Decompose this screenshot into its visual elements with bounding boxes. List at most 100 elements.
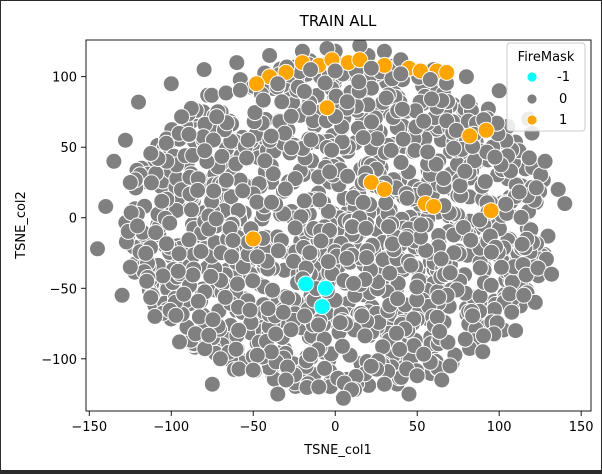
point-class-0 <box>345 275 362 292</box>
point-class-0 <box>189 181 207 199</box>
point-class-0 <box>269 75 287 93</box>
point-class-0 <box>146 308 164 325</box>
point-class-1 <box>362 174 380 191</box>
y-tick-label: 0 <box>69 212 77 227</box>
point-class-0 <box>246 104 264 122</box>
point-class-0 <box>354 129 372 147</box>
point-class-0 <box>323 141 341 159</box>
point-class-0 <box>338 249 356 267</box>
point-class-0 <box>333 337 351 355</box>
point-class-0 <box>375 375 393 393</box>
point-class-0 <box>211 350 229 368</box>
point-class-0 <box>223 248 241 266</box>
x-tick-label: −150 <box>71 420 107 435</box>
point-class-0 <box>482 276 500 294</box>
point-class-0 <box>269 385 287 403</box>
point-class-0 <box>189 292 207 310</box>
point-class-0 <box>276 180 294 198</box>
point-class-0 <box>316 74 334 92</box>
point-class-0 <box>239 131 257 149</box>
point-class-0 <box>497 195 515 213</box>
point-class-0 <box>121 174 139 191</box>
point-class-0 <box>224 232 242 249</box>
y-axis-label: TSNE_col2 <box>14 191 29 260</box>
point-class-0 <box>283 139 300 157</box>
point-class-0 <box>202 267 220 285</box>
point-class-0 <box>147 224 165 242</box>
point-class-0 <box>286 219 304 237</box>
scatter-points <box>89 40 574 407</box>
point-class-1 <box>425 198 443 215</box>
point-class-0 <box>200 326 218 344</box>
point-class-0 <box>154 267 172 285</box>
point-class-0 <box>515 286 533 304</box>
point-class-0 <box>302 61 320 79</box>
point-class-0 <box>459 93 477 111</box>
legend-marker-neg1 <box>526 71 538 83</box>
point-class-0 <box>454 219 472 236</box>
point-class-0 <box>269 242 287 260</box>
point-class-0 <box>398 189 416 207</box>
point-class-0 <box>116 131 134 149</box>
point-class-0 <box>507 322 525 340</box>
point-class-0 <box>358 249 376 267</box>
legend-label-0: 0 <box>559 92 567 107</box>
point-class-0 <box>97 198 115 215</box>
point-class-0 <box>137 244 155 262</box>
point-class-0 <box>451 177 469 195</box>
point-class-0 <box>431 323 449 340</box>
point-class-0 <box>456 330 474 348</box>
point-class-0 <box>153 192 171 210</box>
point-class-0 <box>381 264 399 282</box>
point-class-0 <box>208 108 226 126</box>
point-class-0 <box>389 290 407 308</box>
point-class-0 <box>527 179 545 197</box>
point-class-0 <box>474 343 492 361</box>
point-class-0 <box>421 71 439 88</box>
point-class-0 <box>382 141 400 159</box>
point-class-0 <box>162 75 180 93</box>
point-class-0 <box>503 303 521 321</box>
point-class-0 <box>311 191 328 209</box>
point-class-0 <box>230 321 248 339</box>
point-class-0 <box>512 208 530 226</box>
point-class-0 <box>158 235 175 253</box>
point-class-0 <box>213 147 231 165</box>
point-class-0 <box>441 264 459 282</box>
legend: FireMask -1 0 1 <box>506 42 586 132</box>
point-class-0 <box>248 193 266 211</box>
point-class-0 <box>397 230 415 248</box>
point-class-0 <box>334 389 352 407</box>
point-class-0 <box>394 130 412 148</box>
point-class-0 <box>400 385 418 403</box>
point-class-1 <box>438 63 456 81</box>
point-class-0 <box>312 232 330 250</box>
point-class-0 <box>229 275 246 293</box>
x-tick-label: 0 <box>331 420 339 435</box>
point-class-0 <box>549 181 567 198</box>
legend-title: FireMask <box>518 50 575 65</box>
point-class-0 <box>196 142 214 160</box>
point-class-0 <box>259 300 277 318</box>
x-tick-label: −100 <box>153 420 189 435</box>
point-class-0 <box>339 167 357 185</box>
point-class-0 <box>286 170 304 188</box>
point-class-0 <box>408 278 426 296</box>
point-class-0 <box>279 289 297 307</box>
point-class-0 <box>302 131 320 149</box>
point-class-0 <box>167 306 185 324</box>
point-class-0 <box>282 107 300 125</box>
point-class-0 <box>173 108 191 126</box>
x-axis-ticks: −150 −100 −50 0 50 100 150 <box>71 411 594 435</box>
point-class-0 <box>377 89 395 107</box>
legend-label-1: 1 <box>559 113 567 128</box>
point-class-0 <box>228 54 246 72</box>
point-class-0 <box>263 193 280 211</box>
point-class-0 <box>282 321 300 339</box>
point-class-0 <box>471 259 489 277</box>
point-class-0 <box>374 338 392 356</box>
x-tick-label: 150 <box>569 420 594 435</box>
point-class-0 <box>129 217 146 235</box>
point-class-0 <box>216 288 234 306</box>
